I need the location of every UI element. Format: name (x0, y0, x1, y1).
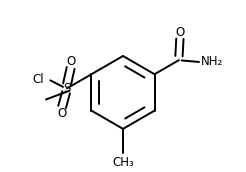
Text: CH₃: CH₃ (112, 156, 134, 169)
Text: S: S (63, 82, 71, 95)
Text: Cl: Cl (33, 73, 44, 86)
Text: O: O (175, 26, 184, 39)
Text: O: O (66, 55, 75, 68)
Text: NH₂: NH₂ (201, 55, 223, 68)
Text: O: O (57, 107, 66, 120)
